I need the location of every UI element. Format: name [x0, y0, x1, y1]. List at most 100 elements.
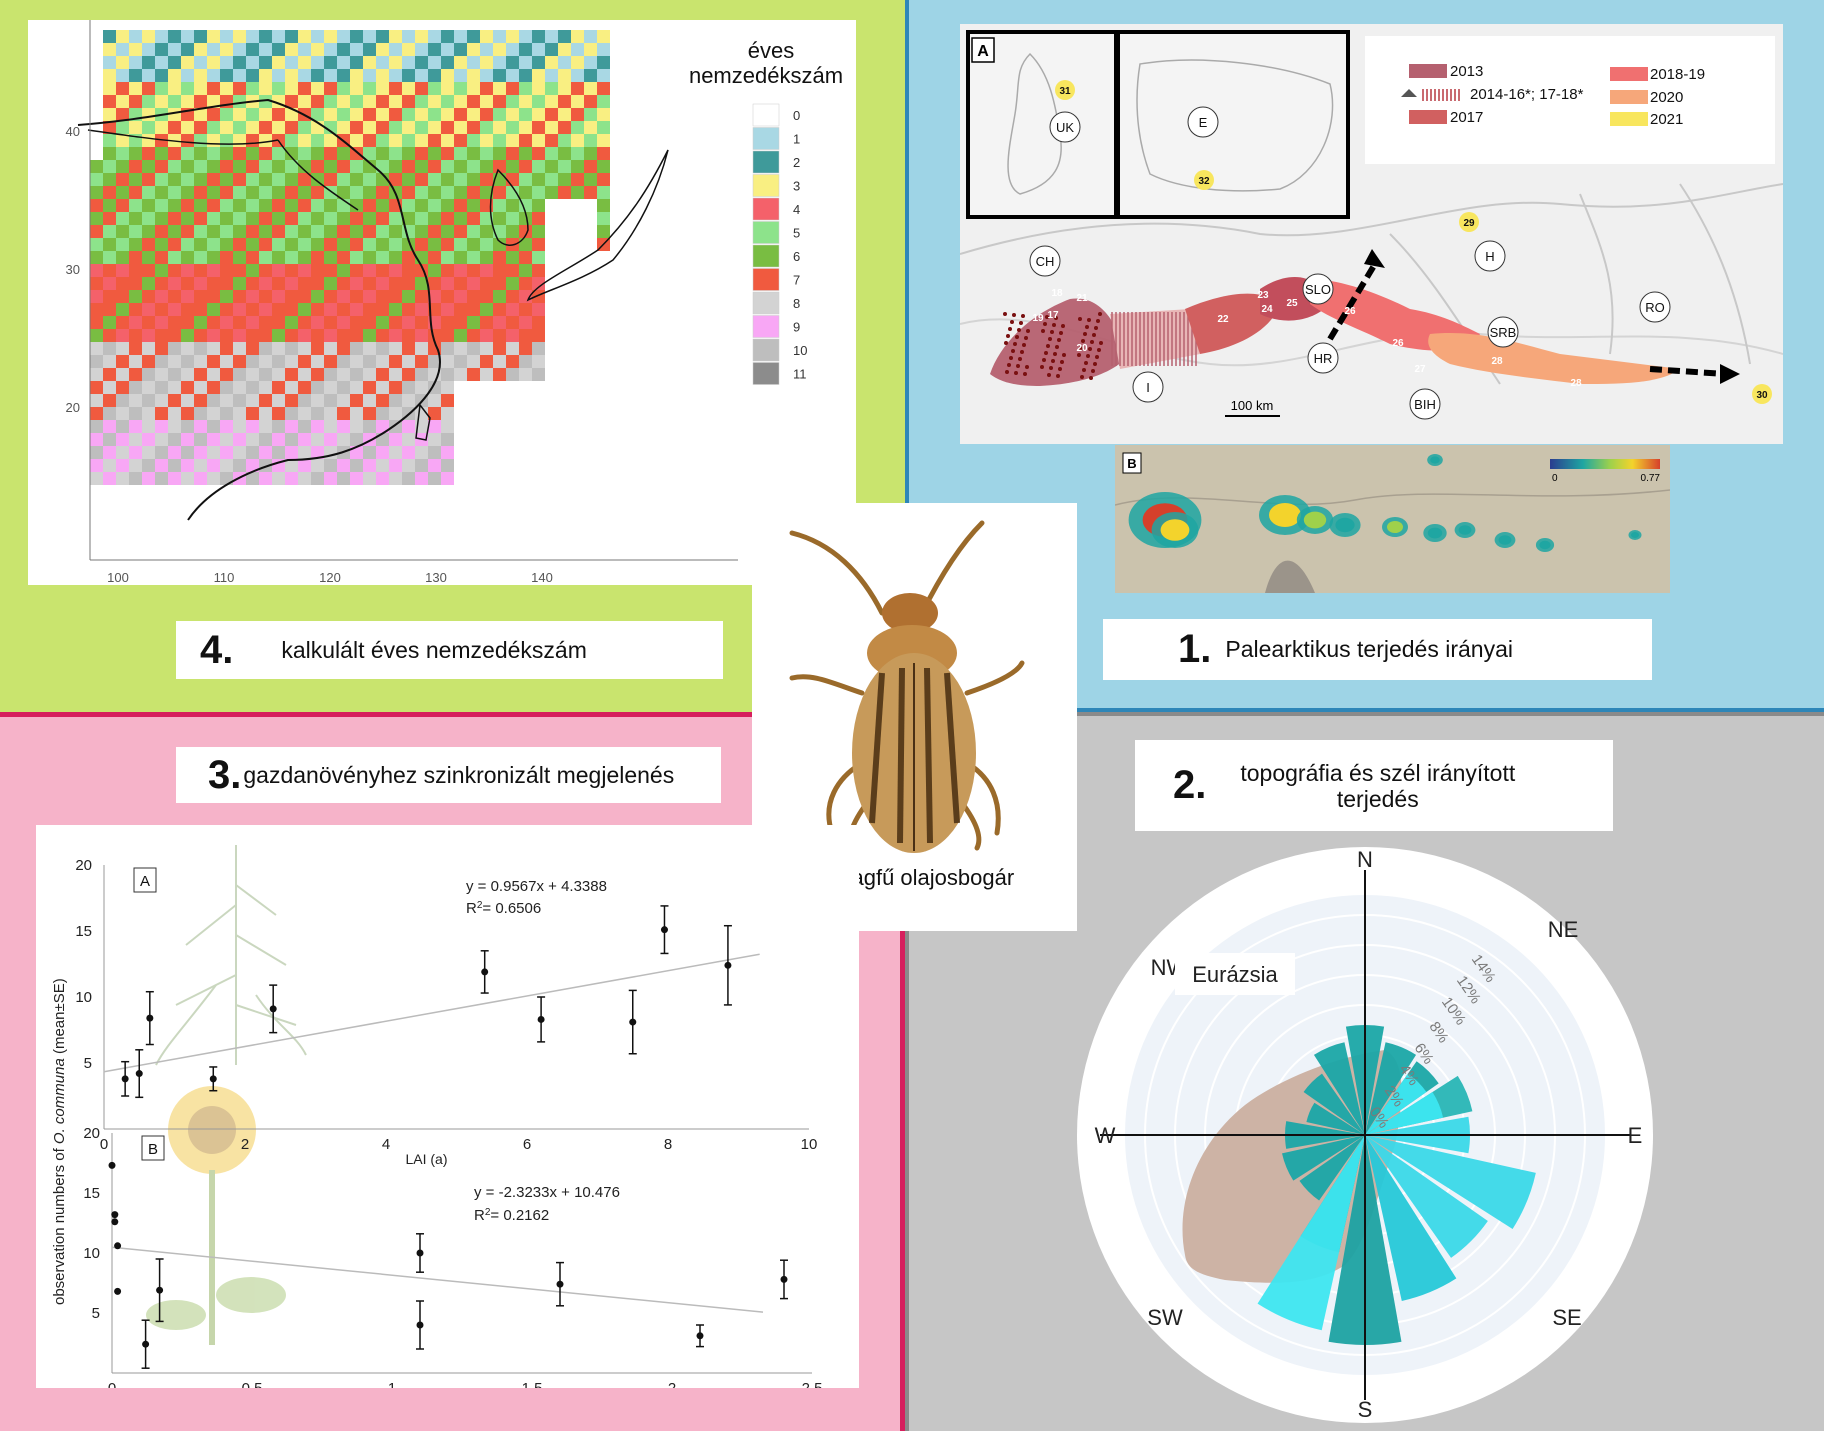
grid-cell [272, 264, 285, 277]
data-point [135, 1070, 143, 1078]
grid-cell [298, 355, 311, 368]
grid-cell [233, 147, 246, 160]
grid-cell [389, 238, 402, 251]
grid-cell [220, 433, 233, 446]
grid-cell [441, 160, 454, 173]
grid-cell [220, 251, 233, 264]
grid-cell [532, 121, 545, 134]
grid-cell [129, 433, 142, 446]
grid-cell [454, 290, 467, 303]
legend-value: 3 [793, 179, 800, 194]
chart-letter: A [140, 873, 150, 890]
grid-cell [350, 56, 363, 69]
occurrence-dot [1007, 363, 1011, 367]
grid-cell [116, 121, 129, 134]
grid-cell [103, 433, 116, 446]
grid-cell [519, 121, 532, 134]
grid-cell [142, 264, 155, 277]
grid-cell [246, 277, 259, 290]
grid-cell [376, 108, 389, 121]
country-label: RO [1645, 300, 1665, 315]
grid-cell [103, 147, 116, 160]
grid-cell [272, 212, 285, 225]
grid-cell [415, 225, 428, 238]
spread-legend-swatch [1610, 90, 1648, 104]
grid-cell [337, 355, 350, 368]
grid-cell [129, 212, 142, 225]
data-point [111, 1218, 119, 1226]
grid-cell [350, 225, 363, 238]
grid-cell [207, 329, 220, 342]
grid-cell [155, 290, 168, 303]
grid-cell [181, 30, 194, 43]
grid-cell [467, 82, 480, 95]
grid-cell [298, 199, 311, 212]
grid-cell [350, 368, 363, 381]
grid-cell [337, 30, 350, 43]
grid-cell [337, 303, 350, 316]
grid-cell [545, 82, 558, 95]
grid-cell [168, 147, 181, 160]
grid-cell [103, 290, 116, 303]
data-point [142, 1340, 150, 1348]
grid-cell [142, 134, 155, 147]
grid-cell [467, 316, 480, 329]
grid-cell [181, 472, 194, 485]
occurrence-dot [1092, 333, 1096, 337]
generation-map-panel: 100 110 120 130 140 40 30 20 éves nemzedékszám … [28, 20, 856, 585]
grid-cell [506, 173, 519, 186]
spread-legend-label: 2017 [1450, 109, 1483, 126]
grid-cell [363, 355, 376, 368]
grid-cell [311, 186, 324, 199]
spread-map-panel: A 2013 2014-16*; 17-18* 2017 2018-19 2020 202… [959, 24, 1784, 444]
grid-cell [285, 225, 298, 238]
grid-cell [207, 134, 220, 147]
grid-cell [337, 69, 350, 82]
grid-cell [142, 381, 155, 394]
grid-cell [181, 394, 194, 407]
grid-cell [259, 160, 272, 173]
grid-cell [181, 303, 194, 316]
grid-cell [363, 407, 376, 420]
legend-value: 8 [793, 296, 800, 311]
grid-cell [428, 147, 441, 160]
grid-cell [246, 316, 259, 329]
grid-cell [337, 173, 350, 186]
grid-cell [519, 30, 532, 43]
grid-cell [129, 329, 142, 342]
grid-cell [428, 30, 441, 43]
taiwan-outline [415, 403, 431, 441]
grid-cell [506, 147, 519, 160]
grid-cell [298, 212, 311, 225]
grid-cell [337, 277, 350, 290]
grid-cell [389, 56, 402, 69]
grid-cell [389, 342, 402, 355]
grid-cell [285, 381, 298, 394]
legend-value: 6 [793, 249, 800, 264]
grid-cell [207, 212, 220, 225]
grid-cell [337, 251, 350, 264]
grid-cell [480, 264, 493, 277]
grid-cell [220, 121, 233, 134]
grid-cell [194, 173, 207, 186]
grid-cell [233, 69, 246, 82]
grid-cell [298, 186, 311, 199]
grid-cell [493, 368, 506, 381]
country-circle [1487, 316, 1519, 348]
compass-label: S [1358, 1397, 1373, 1422]
grid-cell [207, 290, 220, 303]
occurrence-dot [1006, 334, 1010, 338]
grid-cell [298, 43, 311, 56]
generation-legend: 0 1 2 3 4 5 6 7 8 9 10 11 [752, 103, 807, 385]
grid-cell [441, 277, 454, 290]
grid-cell [194, 82, 207, 95]
coastline [77, 98, 441, 521]
grid-cell [246, 173, 259, 186]
grid-cell [389, 225, 402, 238]
grid-cell [324, 95, 337, 108]
country-label: BIH [1414, 397, 1436, 412]
grid-cell [220, 329, 233, 342]
chart-panel: observation numbers of O. communa (mean±… [36, 825, 859, 1411]
grid-cell [337, 329, 350, 342]
